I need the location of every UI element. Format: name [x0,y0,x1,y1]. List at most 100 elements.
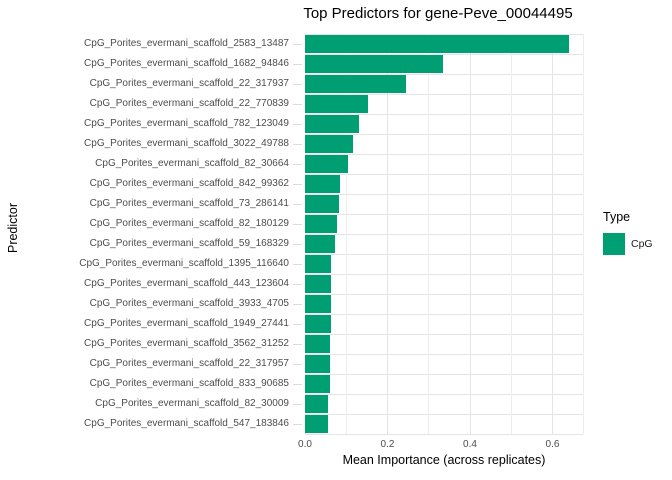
y-tick-mark [293,224,302,225]
v-gridline-major [552,34,554,434]
y-tick-mark [293,364,302,365]
legend-title: Type [603,210,631,224]
bar [305,155,348,173]
x-tick-label: 0.6 [545,439,560,450]
y-tick-mark [293,44,302,45]
h-gridline [305,394,583,395]
bar [305,395,329,413]
y-tick-mark [293,304,302,305]
h-gridline [305,74,583,75]
y-tick-label: CpG_Porites_evermani_scaffold_782_123049 [84,118,289,129]
y-tick-label: CpG_Porites_evermani_scaffold_1682_94846 [84,58,289,69]
y-tick-label: CpG_Porites_evermani_scaffold_842_99362 [89,178,289,189]
bar [305,235,335,253]
bar [305,355,330,373]
y-tick-label: CpG_Porites_evermani_scaffold_1395_11664… [79,258,289,269]
y-tick-label: CpG_Porites_evermani_scaffold_547_183846 [84,418,289,429]
y-tick-label: CpG_Porites_evermani_scaffold_59_168329 [89,238,289,249]
v-gridline-minor [428,34,430,434]
y-tick-mark [293,244,302,245]
y-tick-label: CpG_Porites_evermani_scaffold_443_123604 [84,278,289,289]
bar [305,295,331,313]
x-tick-label: 0.4 [463,439,477,450]
v-gridline-major [387,34,389,434]
y-tick-mark [293,324,302,325]
y-tick-label: CpG_Porites_evermani_scaffold_3933_4705 [89,298,289,309]
y-tick-mark [293,264,302,265]
v-gridline-major [305,34,306,434]
h-gridline [305,354,583,355]
bar [305,75,407,93]
h-gridline [305,234,583,235]
bar [305,95,369,113]
legend: Type CpG [603,210,653,255]
y-tick-label: CpG_Porites_evermani_scaffold_833_90685 [89,378,289,389]
h-gridline [305,134,583,135]
bar [305,255,332,273]
plot-panel [305,34,584,435]
y-tick-label: CpG_Porites_evermani_scaffold_22_770839 [89,98,289,109]
y-tick-mark [293,104,302,105]
h-gridline [305,114,583,115]
y-tick-label: CpG_Porites_evermani_scaffold_22_317957 [89,358,289,369]
y-tick-label: CpG_Porites_evermani_scaffold_1949_27441 [84,318,289,329]
y-tick-mark [293,144,302,145]
bar [305,375,330,393]
bar [305,55,444,73]
h-gridline [305,174,583,175]
bar [305,215,337,233]
y-tick-mark [293,404,302,405]
bar [305,195,340,213]
y-tick-label: CpG_Porites_evermani_scaffold_2583_13487 [84,38,289,49]
h-gridline [305,374,583,375]
bar [305,415,329,433]
h-gridline [305,414,583,415]
h-gridline [305,94,583,95]
x-tick-label: 0.0 [298,439,312,450]
bar [305,335,330,353]
h-gridline [305,274,583,275]
h-gridline [305,334,583,335]
h-gridline [305,434,583,435]
y-tick-mark [293,284,302,285]
x-tick-label: 0.2 [380,439,395,450]
h-gridline [305,294,583,295]
h-gridline [305,154,583,155]
h-gridline [305,214,583,215]
h-gridline [305,54,583,55]
y-tick-mark [293,84,302,85]
y-tick-label: CpG_Porites_evermani_scaffold_82_180129 [89,218,289,229]
h-gridline [305,194,583,195]
legend-item: CpG [603,233,653,255]
bar [305,175,341,193]
y-tick-mark [293,124,302,125]
bar [305,315,331,333]
y-tick-label: CpG_Porites_evermani_scaffold_82_30664 [95,158,289,169]
y-tick-label: CpG_Porites_evermani_scaffold_3562_31252 [84,338,289,349]
bar [305,275,332,293]
h-gridline [305,314,583,315]
y-tick-mark [293,164,302,165]
legend-swatch-cpg [603,233,625,255]
y-tick-mark [293,424,302,425]
bar [305,135,354,153]
h-gridline [305,34,583,35]
v-gridline-minor [582,34,584,434]
bar [305,35,569,53]
y-tick-mark [293,184,302,185]
chart-title: Top Predictors for gene-Peve_00044495 [303,5,573,22]
x-axis-title: Mean Importance (across replicates) [342,453,546,467]
y-tick-mark [293,384,302,385]
y-tick-mark [293,344,302,345]
legend-item-label: CpG [631,238,653,250]
y-tick-label: CpG_Porites_evermani_scaffold_22_317937 [89,78,289,89]
y-tick-label: CpG_Porites_evermani_scaffold_3022_49788 [84,138,289,149]
h-gridline [305,254,583,255]
v-gridline-major [469,34,471,434]
v-gridline-minor [345,34,347,434]
y-tick-label: CpG_Porites_evermani_scaffold_73_286141 [89,198,289,209]
y-tick-mark [293,204,302,205]
y-tick-mark [293,64,302,65]
y-tick-label: CpG_Porites_evermani_scaffold_82_30009 [95,398,289,409]
